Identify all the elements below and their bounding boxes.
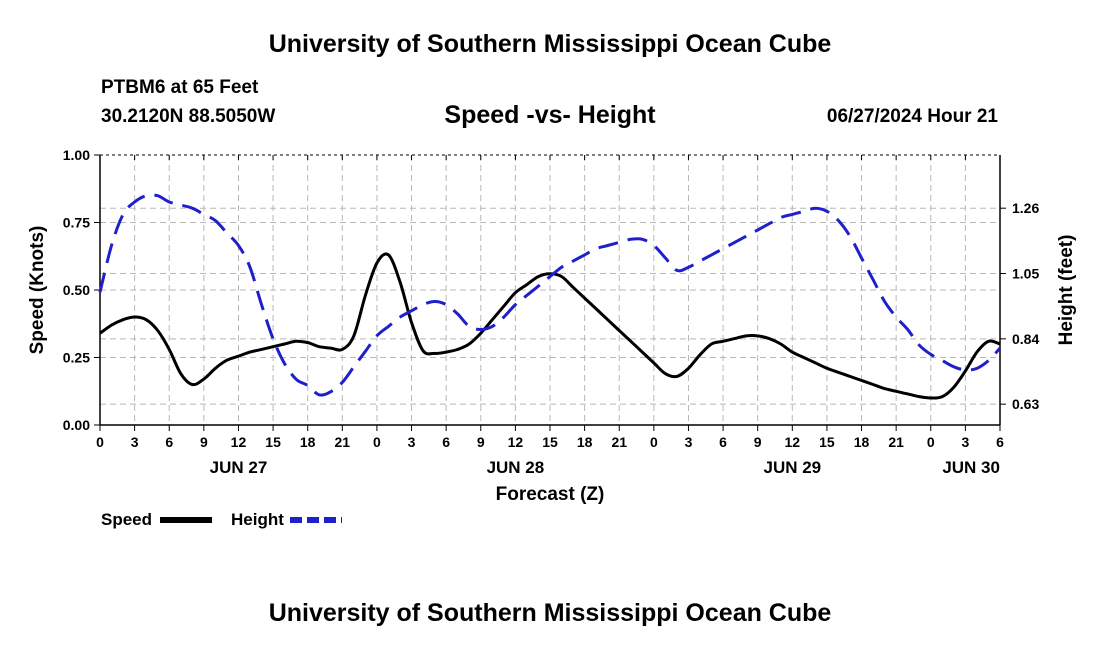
station-coordinates: 30.2120N 88.5050W [101,106,276,127]
x-tick-label: 12 [508,434,524,450]
x-tick-label: 12 [231,434,247,450]
y-tick-label: 0.25 [63,350,90,366]
station-label: PTBM6 at 65 Feet [101,77,259,98]
x-tick-label: 9 [200,434,208,450]
x-tick-label: 18 [854,434,870,450]
x-tick-label: 6 [442,434,450,450]
x-tick-label: 3 [961,434,969,450]
series-lines [98,193,1002,400]
date-label: JUN 27 [210,458,268,477]
x-tick-label: 0 [96,434,104,450]
forecast-datetime: 06/27/2024 Hour 21 [826,106,998,127]
x-tick-label: 3 [408,434,416,450]
x-tick-label: 21 [611,434,627,450]
x-tick-label: 0 [373,434,381,450]
x-tick-label: 12 [785,434,801,450]
x-tick-label: 3 [131,434,139,450]
y2-tick-label: 1.05 [1012,266,1039,282]
x-tick-label: 0 [927,434,935,450]
x-tick-label: 21 [888,434,904,450]
x-tick-label: 15 [819,434,835,450]
date-label: JUN 30 [942,458,1000,477]
y-tick-label: 0.50 [63,282,90,298]
y2-tick-label: 0.63 [1012,396,1039,412]
y-axis-label: Speed (Knots) [27,226,48,355]
x-axis-label: Forecast (Z) [496,484,605,505]
series-line-height [98,193,1002,397]
x-tick-label: 15 [265,434,281,450]
date-label: JUN 29 [763,458,821,477]
x-tick-label: 3 [685,434,693,450]
x-axis-ticks: 0 3 6 9 12 15 18 21 0 3 6 9 12 15 18 21 0 3 6 9 12 15 18 21 0 3 6 [96,155,1004,450]
chart-subtitle: Speed -vs- Height [444,101,656,129]
y2-tick-label: 0.84 [1012,331,1039,347]
y2-axis-label: Height (feet) [1056,235,1077,346]
x-tick-label: 21 [335,434,351,450]
page-title: University of Southern Mississippi Ocean… [268,30,832,58]
x-tick-label: 9 [754,434,762,450]
x-tick-label: 6 [165,434,173,450]
y-tick-label: 1.00 [63,147,90,163]
x-tick-label: 18 [300,434,316,450]
y2-tick-label: 1.26 [1012,200,1039,216]
x-tick-label: 18 [577,434,593,450]
y-tick-label: 0.00 [63,417,90,433]
legend-label-speed: Speed [101,510,152,529]
y-axis-ticks: 0.00 0.25 0.50 0.75 1.00 [63,147,100,433]
legend: Speed Height [101,510,342,529]
x-tick-label: 0 [650,434,658,450]
y2-axis-ticks: 0.63 0.84 1.05 1.26 [1000,200,1039,412]
series-line-speed [99,252,1001,400]
grid-lines [100,155,1000,425]
y-tick-label: 0.75 [63,215,90,231]
x-tick-label: 15 [542,434,558,450]
x-tick-label: 9 [477,434,485,450]
date-labels: JUN 27 JUN 28 JUN 29 JUN 30 [210,458,1000,477]
x-tick-label: 6 [996,434,1004,450]
footer-title: University of Southern Mississippi Ocean… [268,599,832,627]
legend-label-height: Height [231,510,284,529]
date-label: JUN 28 [487,458,545,477]
x-tick-label: 6 [719,434,727,450]
